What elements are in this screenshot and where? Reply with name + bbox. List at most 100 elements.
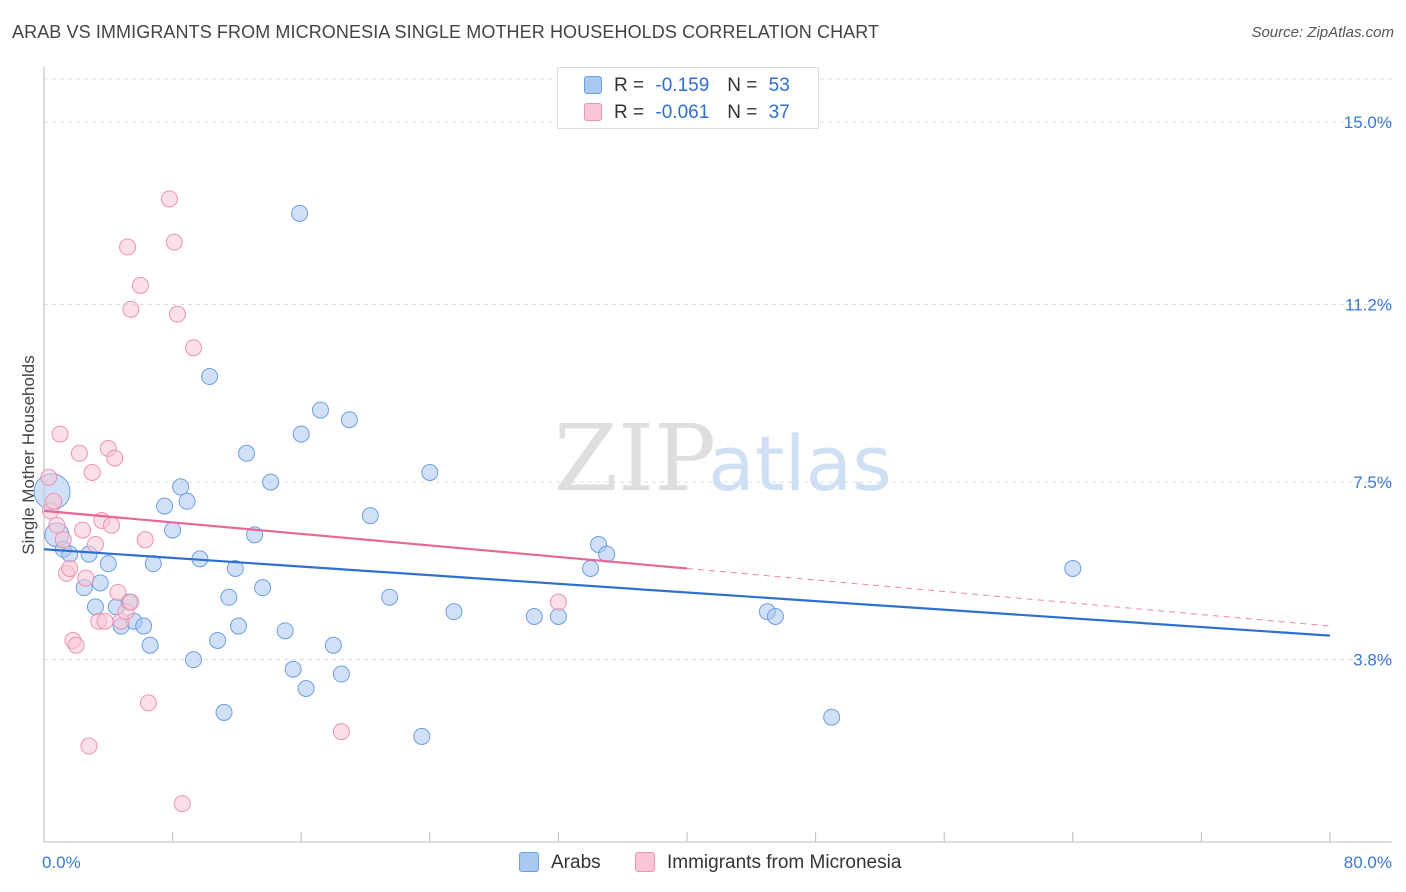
data-point (549, 607, 567, 625)
chart-title: ARAB VS IMMIGRANTS FROM MICRONESIA SINGL… (12, 22, 880, 42)
legend-n-label: N = (727, 75, 758, 96)
y-tick-label: 11.2% (1345, 296, 1392, 315)
trend-line (43, 509, 688, 570)
data-point (131, 276, 149, 294)
data-point (220, 588, 238, 606)
data-point (106, 449, 124, 467)
data-point (172, 478, 190, 496)
data-point (292, 425, 310, 443)
legend-swatch-arabs (584, 76, 602, 94)
data-point (421, 463, 439, 481)
legend-r-value: -0.061 (655, 102, 710, 123)
data-point (766, 607, 784, 625)
bottom-legend-label-arabs: Arabs (551, 852, 601, 873)
trend-line-extension (686, 567, 1331, 627)
data-point (51, 425, 69, 443)
data-point (361, 507, 379, 525)
data-point (823, 708, 841, 726)
data-point (525, 607, 543, 625)
legend-r-label: R = (614, 75, 645, 96)
x-tick-label: 0.0% (42, 853, 81, 872)
watermark-zip: ZIP (554, 405, 716, 512)
data-point (332, 665, 350, 683)
data-point (83, 463, 101, 481)
data-point (254, 579, 272, 597)
data-point (164, 521, 182, 539)
data-point (340, 411, 358, 429)
data-point (70, 444, 88, 462)
bottom-legend-swatch-micronesia (635, 852, 655, 872)
legend-r-label: R = (614, 102, 645, 123)
data-point (184, 651, 202, 669)
data-point (136, 531, 154, 549)
tick-labels: 3.8% 7.5% 11.2% 15.0% 0.0% 80.0% (42, 113, 1392, 872)
data-point (291, 204, 309, 222)
data-point (445, 603, 463, 621)
data-point (86, 535, 104, 553)
bottom-legend-micronesia: Immigrants from Micronesia (635, 852, 901, 874)
data-point (178, 492, 196, 510)
data-point (156, 497, 174, 515)
data-point (45, 492, 63, 510)
data-point (54, 531, 72, 549)
data-point (173, 795, 191, 813)
data-point (99, 555, 117, 573)
bottom-legend-swatch-arabs (519, 852, 539, 872)
data-point (413, 727, 431, 745)
data-point (297, 679, 315, 697)
data-point (61, 545, 79, 563)
data-point (311, 401, 329, 419)
legend-n-value: 37 (768, 102, 790, 123)
data-point (165, 233, 183, 251)
data-point (1064, 559, 1082, 577)
data-point (284, 660, 302, 678)
source-label: Source: ZipAtlas.com (1251, 24, 1394, 41)
data-point (61, 559, 79, 577)
data-point (168, 305, 186, 323)
data-point (96, 612, 114, 630)
legend-n-value: 53 (768, 75, 790, 96)
legend-row-micronesia: R = -0.061 N = 37 (584, 102, 790, 126)
bottom-legend-arabs: Arabs (519, 852, 601, 874)
data-point (122, 300, 140, 318)
data-point (119, 238, 137, 256)
legend-swatch-micronesia (584, 103, 602, 121)
legend-row-arabs: R = -0.159 N = 53 (584, 75, 790, 99)
series-micronesia-points (40, 190, 567, 813)
y-tick-label: 3.8% (1353, 651, 1392, 670)
data-point (324, 636, 342, 654)
data-point (160, 190, 178, 208)
watermark-atlas: atlas (708, 419, 892, 508)
data-point (141, 636, 159, 654)
data-point (332, 723, 350, 741)
data-point (48, 516, 66, 534)
data-point (139, 694, 157, 712)
trend-line (43, 548, 1331, 637)
data-point (135, 617, 153, 635)
data-point (122, 593, 140, 611)
data-point (201, 368, 219, 386)
data-point (67, 636, 85, 654)
data-point (238, 444, 256, 462)
y-tick-label: 7.5% (1353, 473, 1392, 492)
legend-n-label: N = (727, 102, 758, 123)
data-point (103, 516, 121, 534)
data-point (582, 559, 600, 577)
axes (43, 67, 1392, 843)
data-point (262, 473, 280, 491)
x-tick-label: 80.0% (1344, 853, 1392, 872)
data-point (549, 593, 567, 611)
data-point (91, 574, 109, 592)
trend-lines (43, 509, 1331, 637)
watermark: ZIP atlas (554, 405, 892, 512)
grid-lines (44, 78, 1392, 661)
data-point (74, 521, 92, 539)
data-point (77, 569, 95, 587)
data-point (109, 583, 127, 601)
data-point (230, 617, 248, 635)
data-point (209, 631, 227, 649)
data-point (40, 468, 58, 486)
data-point (215, 703, 233, 721)
legend-r-value: -0.159 (655, 75, 710, 96)
